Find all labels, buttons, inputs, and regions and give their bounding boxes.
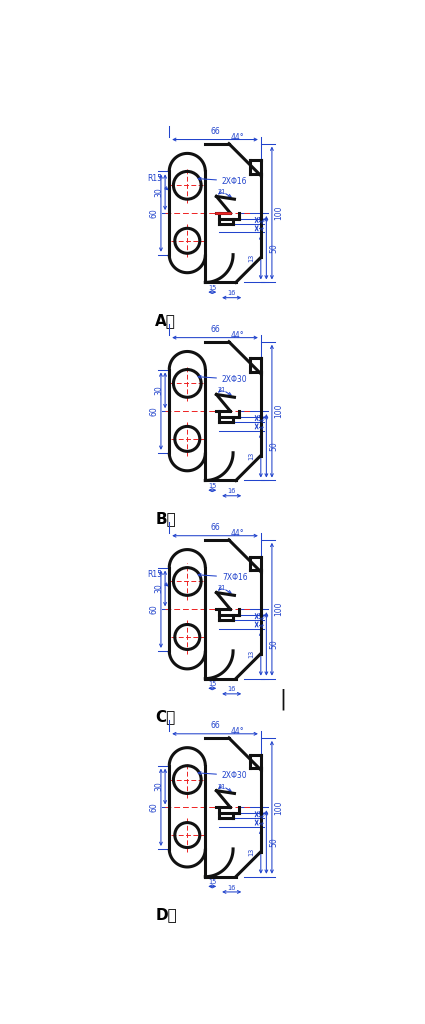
Text: 66: 66: [210, 721, 220, 730]
Text: 30: 30: [154, 584, 163, 593]
Text: 8: 8: [264, 415, 269, 419]
Text: 15: 15: [208, 285, 216, 291]
Text: 16: 16: [227, 488, 236, 495]
Text: 13: 13: [248, 452, 254, 460]
Text: 60: 60: [150, 803, 159, 812]
Text: 2XΦ30: 2XΦ30: [198, 771, 248, 780]
Text: 4: 4: [259, 219, 266, 223]
Text: 100: 100: [275, 602, 283, 616]
Text: 60: 60: [150, 407, 159, 416]
Text: |: |: [280, 689, 286, 711]
Text: 4: 4: [259, 424, 266, 428]
Text: 66: 66: [210, 326, 220, 334]
Text: 44°: 44°: [230, 528, 244, 538]
Text: 8: 8: [264, 811, 269, 815]
Text: 16: 16: [227, 290, 236, 296]
Text: 50: 50: [269, 639, 278, 649]
Text: 15: 15: [208, 483, 216, 488]
Text: 44°: 44°: [230, 132, 244, 141]
Text: 44°: 44°: [230, 331, 244, 340]
Text: 30: 30: [154, 781, 163, 792]
Text: 13: 13: [248, 649, 254, 657]
Text: 60: 60: [150, 208, 159, 218]
Text: 50: 50: [269, 243, 278, 253]
Text: 60: 60: [150, 604, 159, 614]
Text: 16: 16: [227, 885, 236, 891]
Text: 21: 21: [218, 387, 226, 393]
Text: 16: 16: [227, 686, 236, 692]
Text: 66: 66: [210, 127, 220, 136]
Text: 15: 15: [208, 681, 216, 687]
Text: 21: 21: [218, 783, 226, 790]
Text: 4: 4: [259, 418, 266, 422]
Text: C、: C、: [156, 709, 176, 724]
Text: 30: 30: [154, 187, 163, 197]
Text: 100: 100: [275, 206, 283, 220]
Text: 66: 66: [210, 523, 220, 532]
Text: 21: 21: [218, 586, 226, 592]
Text: R15: R15: [147, 570, 168, 586]
Text: 13: 13: [248, 253, 254, 261]
Text: 44°: 44°: [230, 727, 244, 736]
Text: 7XΦ16: 7XΦ16: [198, 572, 248, 582]
Text: 4: 4: [259, 623, 266, 627]
Text: 4: 4: [259, 615, 266, 620]
Text: 4: 4: [259, 820, 266, 824]
Text: 4: 4: [259, 226, 266, 230]
Text: R15: R15: [147, 174, 168, 189]
Text: 8: 8: [264, 216, 269, 221]
Text: B、: B、: [156, 511, 176, 526]
Text: 30: 30: [154, 385, 163, 395]
Text: 15: 15: [208, 879, 216, 885]
Text: A、: A、: [156, 313, 176, 328]
Text: 2XΦ30: 2XΦ30: [198, 375, 248, 384]
Text: 4: 4: [259, 813, 266, 818]
Text: 8: 8: [264, 612, 269, 616]
Text: 100: 100: [275, 403, 283, 419]
Text: 2XΦ16: 2XΦ16: [198, 177, 247, 185]
Text: D、: D、: [156, 907, 177, 923]
Text: 100: 100: [275, 800, 283, 814]
Text: 21: 21: [218, 189, 226, 196]
Text: 13: 13: [248, 848, 254, 856]
Text: 50: 50: [269, 838, 278, 847]
Text: 50: 50: [269, 441, 278, 451]
